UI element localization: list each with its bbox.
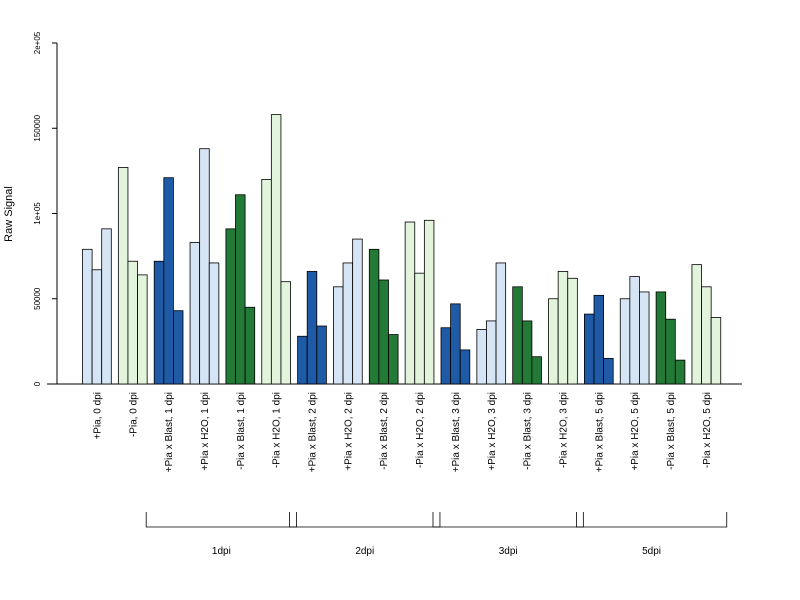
y-axis-label: Raw Signal: [3, 186, 15, 242]
x-tick-label: +Pia x Blast, 1 dpi: [164, 392, 175, 472]
bar: [548, 298, 559, 385]
bar: [423, 219, 435, 385]
bar: [306, 271, 318, 385]
x-tick-label: +Pia x H2O, 3 dpi: [487, 392, 498, 471]
bar: [701, 286, 712, 385]
group-bracket: [576, 512, 728, 528]
bar: [388, 334, 399, 385]
y-tick-label: 2e+05: [33, 31, 42, 54]
bar: [486, 320, 497, 385]
group-bracket: [145, 512, 297, 528]
x-tick-label: -Pia x Blast, 2 dpi: [379, 392, 390, 470]
bar: [440, 327, 452, 385]
x-tick-label: -Pia, 0 dpi: [128, 392, 139, 437]
x-tick-label: +Pia, 0 dpi: [92, 392, 103, 440]
bar: [639, 291, 650, 385]
bar: [378, 279, 389, 385]
bar: [101, 228, 112, 385]
bar: [495, 262, 507, 385]
x-tick-label: +Pia x Blast, 3 dpi: [451, 392, 462, 472]
x-tick-label: +Pia x H2O, 1 dpi: [200, 392, 211, 471]
y-tick-label: 50000: [33, 287, 42, 310]
bar: [225, 228, 236, 385]
x-tick-label: +Pia x H2O, 2 dpi: [343, 392, 354, 471]
bar: [557, 271, 569, 385]
group-bracket: [289, 512, 441, 528]
group-label: 1dpi: [212, 546, 231, 557]
bar: [593, 294, 605, 385]
x-tick-label: -Pia x Blast, 5 dpi: [666, 392, 677, 470]
bar: [82, 248, 93, 385]
group-bracket: [432, 512, 584, 528]
bar: [261, 178, 272, 385]
bar: [352, 238, 363, 385]
bar: [368, 248, 380, 385]
bar: [404, 221, 416, 385]
bar: [117, 167, 129, 385]
group-label: 3dpi: [499, 546, 518, 557]
bar: [476, 329, 487, 385]
bar: [567, 277, 578, 385]
bar: [414, 272, 425, 385]
bar: [137, 274, 148, 385]
x-tick-label: -Pia x H2O, 3 dpi: [558, 392, 569, 468]
bar: [450, 303, 461, 385]
y-tick-label: 150000: [33, 114, 42, 141]
bar: [629, 276, 640, 385]
y-tick-label: 1e+05: [33, 202, 42, 225]
bar: [691, 264, 702, 385]
bar: [127, 260, 138, 385]
bar: [172, 310, 184, 385]
bar: [280, 281, 291, 385]
x-tick-label: +Pia x Blast, 2 dpi: [308, 392, 319, 472]
bar: [521, 320, 533, 385]
bar: [619, 298, 631, 385]
bar: [584, 313, 595, 385]
bar: [333, 286, 344, 385]
bar: [531, 356, 542, 385]
x-tick-label: -Pia x H2O, 5 dpi: [702, 392, 713, 468]
bar: [235, 194, 246, 385]
bar: [153, 260, 165, 385]
bar: [208, 262, 220, 385]
bar: [665, 318, 676, 385]
bar: [91, 269, 103, 385]
category-labels: +Pia, 0 dpi -Pia, 0 dpi +Pia x Blast, 1 dp…: [92, 392, 712, 472]
bar: [710, 317, 722, 385]
x-tick-label: +Pia x H2O, 5 dpi: [630, 392, 641, 471]
bar: [199, 148, 210, 385]
bar: [244, 306, 256, 385]
bar: [297, 335, 308, 385]
bar: [270, 114, 282, 385]
bar: [189, 242, 201, 385]
bar: [316, 325, 327, 385]
group-label: 2dpi: [355, 546, 374, 557]
bar: [342, 262, 354, 385]
x-tick-label: +Pia x Blast, 5 dpi: [594, 392, 605, 472]
group-label: 5dpi: [642, 546, 661, 557]
x-tick-label: -Pia x H2O, 1 dpi: [272, 392, 283, 468]
bar: [512, 286, 523, 385]
x-tick-label: -Pia x Blast, 1 dpi: [236, 392, 247, 470]
x-tick-label: -Pia x Blast, 3 dpi: [523, 392, 534, 470]
group-brackets: 1dpi 2dpi 3dpi 5dpi: [145, 512, 728, 557]
bar: [603, 358, 614, 385]
x-tick-label: -Pia x H2O, 2 dpi: [415, 392, 426, 468]
bar: [163, 177, 174, 385]
y-tick-label: 0: [33, 381, 42, 386]
bars-layer: [82, 114, 722, 385]
bar: [674, 359, 686, 385]
bar: [655, 291, 667, 385]
bar: [459, 349, 471, 385]
